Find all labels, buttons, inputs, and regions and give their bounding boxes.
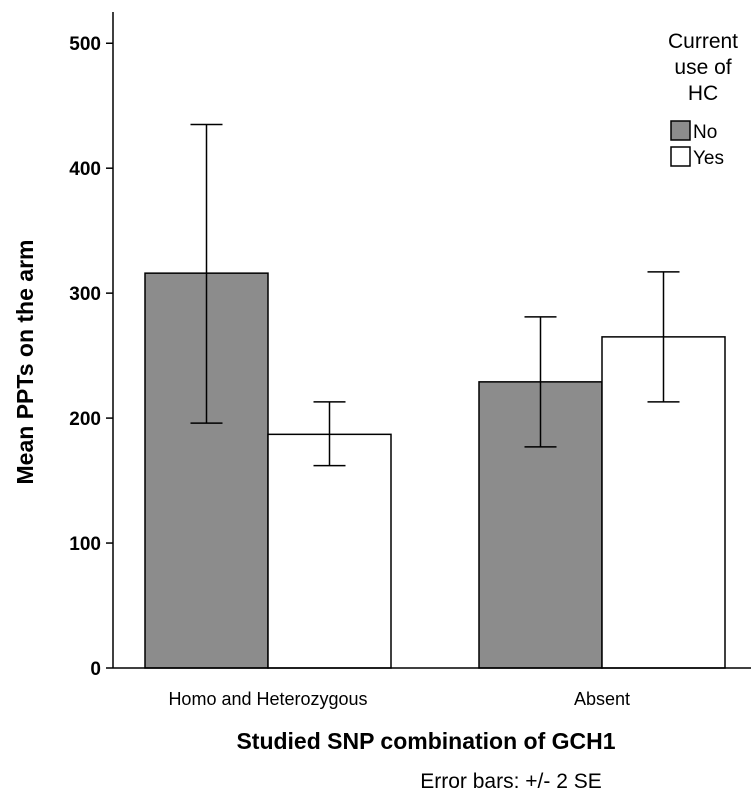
y-ticks-layer: 0 100 200 300 400 500 xyxy=(69,34,113,680)
y-tick-label: 300 xyxy=(69,284,101,305)
y-axis-title: Mean PPTs on the arm xyxy=(12,240,38,485)
error-bars-note: Error bars: +/- 2 SE xyxy=(420,770,601,793)
bars-layer xyxy=(144,272,726,669)
legend-label-no: No xyxy=(693,122,717,143)
y-tick-label: 200 xyxy=(69,409,101,430)
x-category-label: Absent xyxy=(574,689,630,709)
legend: Current use of HC No Yes xyxy=(668,30,738,169)
x-category-label: Homo and Heterozygous xyxy=(168,689,367,709)
legend-title-line-2: use of xyxy=(674,56,731,79)
legend-title-line-1: Current xyxy=(668,30,738,53)
y-tick-label: 500 xyxy=(69,34,101,55)
axes-layer xyxy=(112,12,751,669)
legend-title-line-3: HC xyxy=(688,82,718,105)
legend-swatch-no xyxy=(670,120,691,141)
legend-swatch-yes xyxy=(670,146,691,167)
x-axis-title: Studied SNP combination of GCH1 xyxy=(236,728,615,754)
error-bars-layer xyxy=(190,123,680,467)
y-tick-label: 0 xyxy=(90,659,101,680)
y-tick-label: 100 xyxy=(69,534,101,555)
bar-yes-0 xyxy=(267,433,392,669)
x-categories-layer: Homo and Heterozygous Absent xyxy=(168,689,630,709)
y-tick-label: 400 xyxy=(69,159,101,180)
legend-label-yes: Yes xyxy=(693,148,724,169)
